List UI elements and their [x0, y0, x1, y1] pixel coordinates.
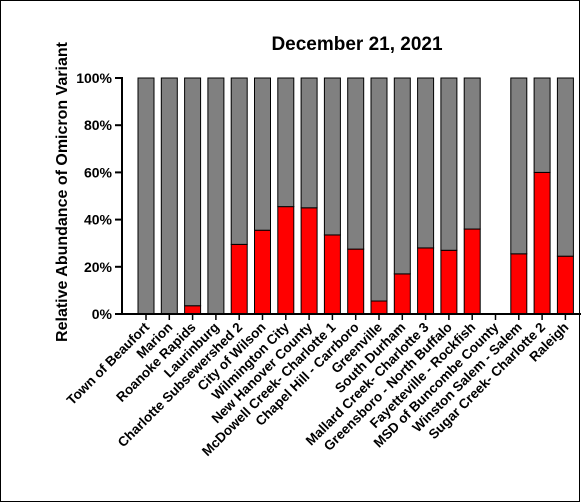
bar-segment-1-8 [323, 77, 341, 236]
bar-segment-1-18 [556, 77, 574, 257]
y-tick-label: 60% [84, 164, 113, 180]
bar-segment-0-2 [184, 305, 202, 315]
bar-segment-1-1 [160, 77, 178, 315]
bar-segment-0-5 [254, 229, 271, 315]
bar-segment-1-3 [207, 77, 225, 315]
bar-segment-0-8 [323, 234, 341, 315]
bar-segment-1-14 [463, 77, 481, 230]
y-ticks-group: 0% 20% 40% 60% 80% 100% [76, 70, 122, 322]
bar-segment-1-0 [137, 77, 155, 315]
bar-segment-0-11 [393, 273, 411, 315]
bar-segment-0-12 [417, 247, 435, 315]
bar-segment-1-5 [254, 77, 271, 231]
bar-segment-1-7 [300, 77, 318, 209]
bar-segment-1-2 [184, 77, 202, 307]
bar-segment-1-13 [440, 77, 458, 251]
bar-segment-1-6 [277, 77, 295, 208]
bar-segment-1-17 [533, 77, 551, 173]
y-tick-label: 20% [84, 259, 113, 275]
y-tick-label: 0% [92, 306, 113, 322]
bar-segment-0-14 [463, 228, 481, 315]
y-axis-label: Relative Abundance of Omicron Variant [54, 41, 71, 342]
bar-segment-0-7 [300, 207, 318, 315]
y-tick-label: 100% [76, 70, 112, 86]
bar-segment-0-16 [510, 253, 528, 315]
bar-segment-1-16 [510, 77, 528, 255]
bar-segment-0-18 [556, 255, 574, 315]
bar-segment-0-6 [277, 206, 295, 315]
axes-group [121, 77, 581, 315]
bars-group [137, 77, 574, 315]
bar-segment-1-12 [417, 77, 435, 249]
bar-segment-0-10 [370, 300, 388, 315]
x-tick-label: Town of Beaufort [64, 319, 153, 408]
bar-segment-0-9 [347, 248, 365, 315]
chart-title: December 21, 2021 [271, 34, 443, 55]
bar-segment-1-11 [393, 77, 411, 275]
bar-segment-0-13 [440, 249, 458, 315]
bar-segment-0-17 [533, 171, 551, 315]
y-tick-label: 40% [84, 212, 113, 228]
bar-segment-1-10 [370, 77, 388, 302]
bar-segment-0-4 [230, 243, 248, 315]
bar-segment-1-9 [347, 77, 365, 250]
y-tick-label: 80% [84, 117, 113, 133]
bar-segment-1-4 [230, 77, 248, 245]
